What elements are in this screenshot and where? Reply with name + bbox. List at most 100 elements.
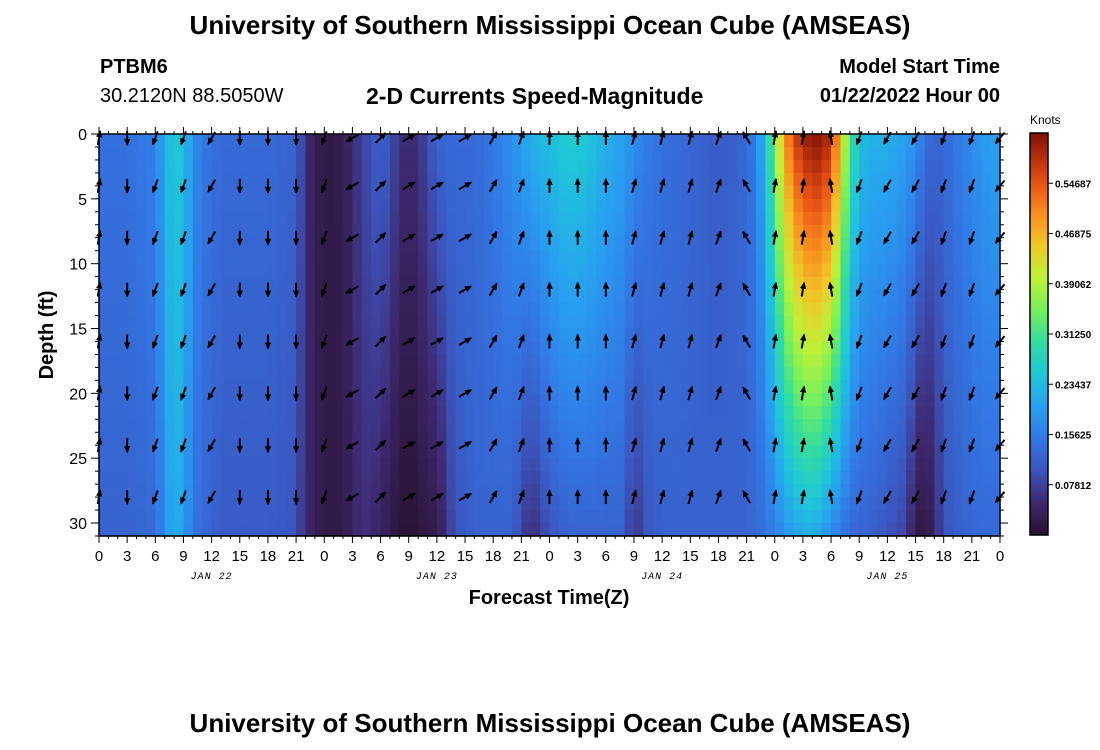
heatmap-cell [389, 328, 400, 343]
y-tick-label: 25 [69, 451, 87, 468]
heatmap-cell [267, 419, 278, 433]
heatmap-cell [587, 211, 598, 226]
heatmap-cell [849, 250, 860, 265]
heatmap-cell [774, 134, 785, 148]
heatmap-cell [427, 484, 438, 498]
heatmap-cell [380, 185, 391, 200]
current-arrow [345, 181, 359, 191]
heatmap-cell [596, 263, 607, 278]
heatmap-cell [145, 419, 156, 433]
heatmap-cell [643, 263, 654, 278]
heatmap-cell [849, 146, 860, 161]
heatmap-cell [549, 263, 560, 278]
heatmap-cell [174, 224, 185, 239]
heatmap-cell [211, 237, 222, 252]
heatmap-cell [145, 367, 156, 381]
heatmap-cell [155, 328, 166, 343]
heatmap-cell [474, 289, 485, 304]
heatmap-cell [568, 146, 579, 161]
heatmap-cell [389, 341, 400, 356]
heatmap-cell [117, 276, 128, 291]
heatmap-cell [221, 484, 231, 498]
current-arrow [123, 438, 131, 454]
heatmap-cell [549, 354, 560, 369]
heatmap-cell [155, 211, 166, 226]
heatmap-cell [774, 432, 785, 446]
heatmap-cell [343, 159, 354, 174]
current-arrow [151, 386, 159, 401]
heatmap-cell [887, 263, 898, 278]
heatmap-cell [145, 471, 156, 485]
current-arrow [940, 334, 948, 349]
heatmap-cell [192, 419, 203, 433]
heatmap-cell [671, 134, 682, 148]
heatmap-cell [727, 380, 738, 394]
heatmap-cell [117, 367, 128, 381]
heatmap-cell [709, 211, 720, 226]
heatmap-cell [934, 393, 945, 407]
heatmap-cell [568, 250, 579, 265]
heatmap-cell [202, 237, 213, 252]
heatmap-cell [474, 419, 485, 433]
heatmap-cell [831, 419, 842, 433]
heatmap-cell [361, 172, 372, 187]
heatmap-cell [981, 354, 992, 369]
heatmap-cell [493, 406, 504, 420]
heatmap-cell [446, 237, 457, 252]
heatmap-cell [446, 380, 457, 394]
heatmap-cell [286, 367, 297, 381]
heatmap-cell [680, 146, 691, 161]
heatmap-cell [267, 302, 278, 317]
heatmap-cell [624, 185, 635, 200]
heatmap-cell [108, 263, 119, 278]
heatmap-cell [802, 510, 813, 524]
heatmap-cell [455, 198, 466, 213]
heatmap-cell [465, 484, 476, 498]
heatmap-cell [990, 289, 1001, 304]
heatmap-cell [446, 263, 457, 278]
heatmap-cell [183, 146, 194, 161]
heatmap-cell [605, 458, 616, 472]
heatmap-cell [596, 393, 607, 407]
heatmap-cell [906, 237, 917, 252]
current-arrow [883, 179, 892, 193]
heatmap-cell [164, 237, 175, 252]
heatmap-cell [249, 315, 260, 330]
heatmap-cell [915, 341, 926, 356]
heatmap-cell [784, 224, 795, 239]
heatmap-cell [971, 224, 982, 239]
heatmap-cell [934, 159, 945, 174]
heatmap-cell [568, 237, 579, 252]
heatmap-cell [127, 315, 138, 330]
heatmap-cell [427, 497, 438, 511]
heatmap-cell [164, 432, 175, 446]
heatmap-cell [192, 341, 203, 356]
heatmap-cell [277, 406, 288, 420]
heatmap-cell [831, 263, 842, 278]
current-arrow [911, 283, 920, 297]
speed-heatmap [99, 134, 1001, 537]
heatmap-cell [324, 380, 335, 394]
heatmap-cell [737, 276, 748, 291]
heatmap-cell [267, 354, 278, 369]
heatmap-cell [99, 185, 109, 200]
heatmap-cell [934, 276, 945, 291]
heatmap-cell [906, 185, 917, 200]
heatmap-cell [511, 367, 522, 381]
heatmap-cell [145, 354, 156, 369]
heatmap-cell [718, 510, 729, 524]
heatmap-cell [755, 445, 766, 459]
heatmap-cell [455, 354, 466, 369]
heatmap-cell [896, 198, 907, 213]
heatmap-cell [540, 134, 551, 148]
heatmap-cell [755, 146, 766, 161]
heatmap-cell [784, 367, 795, 381]
heatmap-cell [746, 211, 757, 226]
heatmap-cell [709, 445, 720, 459]
heatmap-cell [624, 354, 635, 369]
heatmap-cell [859, 497, 870, 511]
heatmap-cell [990, 497, 1001, 511]
heatmap-cell [314, 367, 325, 381]
heatmap-cell [737, 393, 748, 407]
heatmap-cell [652, 198, 663, 213]
